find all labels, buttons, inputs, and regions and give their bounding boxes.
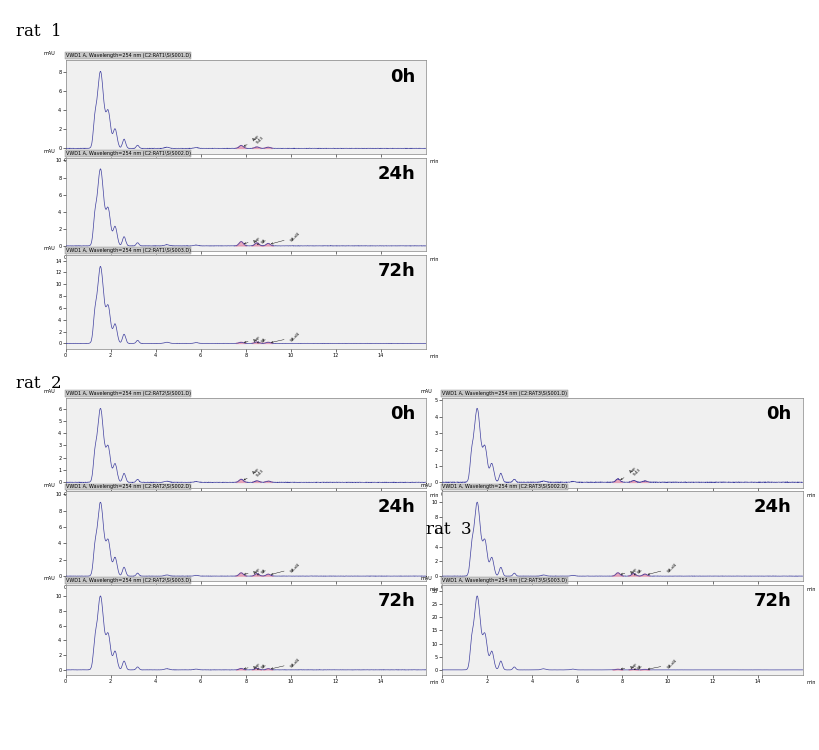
Text: Asp: Asp [244,236,262,244]
Text: rat  1: rat 1 [16,22,62,40]
Text: SA-d4: SA-d4 [648,658,678,670]
Text: mAU: mAU [421,483,432,488]
Text: min: min [429,256,439,262]
Text: Asp
9.43: Asp 9.43 [244,466,265,480]
Text: SA: SA [257,663,267,670]
Text: VWD1 A, Wavelength=254 nm (C2:RAT2\S\S001.D): VWD1 A, Wavelength=254 nm (C2:RAT2\S\S00… [66,391,191,396]
Text: VWD1 A, Wavelength=254 nm (C2:RAT1\S\S003.D): VWD1 A, Wavelength=254 nm (C2:RAT1\S\S00… [66,248,191,254]
Text: min: min [429,160,439,164]
Text: min: min [429,493,439,498]
Text: 24h: 24h [378,499,415,517]
Text: VWD1 A, Wavelength=254 nm (C2:RAT1\S\S001.D): VWD1 A, Wavelength=254 nm (C2:RAT1\S\S00… [66,53,191,58]
Text: SA-d4: SA-d4 [271,562,301,574]
Text: VWD1 A, Wavelength=254 nm (C2:RAT3\S\S001.D): VWD1 A, Wavelength=254 nm (C2:RAT3\S\S00… [442,391,568,396]
Text: min: min [806,493,816,498]
Text: 72h: 72h [378,262,415,280]
Text: min: min [429,355,439,359]
Text: SA: SA [634,664,644,670]
Text: SA-d4: SA-d4 [648,562,678,574]
Text: Asp
9.43: Asp 9.43 [244,133,265,146]
Text: SA: SA [634,568,644,575]
Text: 0h: 0h [390,405,415,423]
Text: Asp: Asp [244,566,262,574]
Text: SA: SA [257,337,267,344]
Text: mAU: mAU [44,577,56,581]
Text: 72h: 72h [754,592,792,610]
Text: Asp: Asp [244,662,262,670]
Text: min: min [806,680,816,686]
Text: SA-d4: SA-d4 [271,232,301,244]
Text: VWD1 A, Wavelength=254 nm (C2:RAT2\S\S002.D): VWD1 A, Wavelength=254 nm (C2:RAT2\S\S00… [66,484,191,490]
Text: rat  3: rat 3 [426,521,472,538]
Text: VWD1 A, Wavelength=254 nm (C2:RAT3\S\S002.D): VWD1 A, Wavelength=254 nm (C2:RAT3\S\S00… [442,484,568,490]
Text: rat  2: rat 2 [16,375,62,392]
Text: SA: SA [257,238,267,244]
Text: mAU: mAU [421,577,432,581]
Text: Asp: Asp [244,335,262,344]
Text: 72h: 72h [378,592,415,610]
Text: Asp
9.43: Asp 9.43 [621,464,641,480]
Text: SA-d4: SA-d4 [271,658,301,669]
Text: min: min [429,680,439,686]
Text: VWD1 A, Wavelength=254 nm (C2:RAT2\S\S003.D): VWD1 A, Wavelength=254 nm (C2:RAT2\S\S00… [66,578,191,584]
Text: mAU: mAU [421,389,432,394]
Text: 24h: 24h [754,499,792,517]
Text: mAU: mAU [44,51,56,56]
Text: SA: SA [257,568,267,575]
Text: 0h: 0h [767,405,792,423]
Text: mAU: mAU [44,389,56,394]
Text: min: min [429,586,439,592]
Text: Asp: Asp [621,566,639,574]
Text: VWD1 A, Wavelength=254 nm (C2:RAT1\S\S002.D): VWD1 A, Wavelength=254 nm (C2:RAT1\S\S00… [66,151,191,156]
Text: SA-d4: SA-d4 [271,332,301,343]
Text: mAU: mAU [44,148,56,154]
Text: mAU: mAU [44,246,56,251]
Text: min: min [806,586,816,592]
Text: mAU: mAU [44,483,56,488]
Text: 0h: 0h [390,68,415,86]
Text: VWD1 A, Wavelength=254 nm (C2:RAT3\S\S003.D): VWD1 A, Wavelength=254 nm (C2:RAT3\S\S00… [442,578,568,584]
Text: Asp: Asp [621,662,639,670]
Text: 24h: 24h [378,165,415,183]
